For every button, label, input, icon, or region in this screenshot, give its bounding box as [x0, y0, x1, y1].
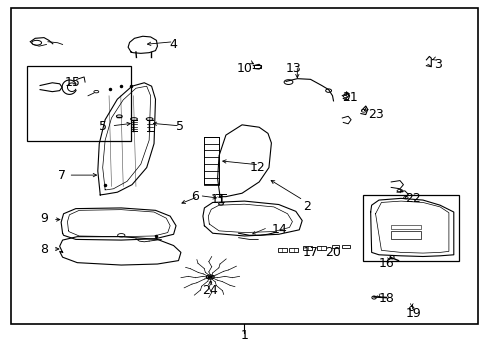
- Text: 7: 7: [58, 168, 65, 181]
- Text: 9: 9: [40, 212, 48, 225]
- Bar: [277, 248, 286, 252]
- Bar: [362, 195, 458, 261]
- Bar: [27, 66, 131, 141]
- Text: 16: 16: [378, 257, 393, 270]
- Text: 10: 10: [236, 62, 252, 75]
- Text: 5: 5: [99, 120, 106, 133]
- Text: 12: 12: [249, 161, 264, 174]
- Text: 23: 23: [367, 108, 383, 121]
- Bar: [390, 225, 420, 229]
- Text: 6: 6: [190, 190, 198, 203]
- Text: 1: 1: [240, 329, 248, 342]
- Text: 15: 15: [64, 76, 80, 89]
- Text: 19: 19: [405, 307, 420, 320]
- Text: 4: 4: [169, 38, 177, 51]
- Bar: [253, 65, 261, 68]
- Text: 21: 21: [341, 91, 357, 104]
- Bar: [342, 244, 349, 248]
- Text: 8: 8: [40, 243, 48, 256]
- Text: 14: 14: [271, 223, 286, 236]
- Text: 3: 3: [433, 58, 441, 72]
- Text: 24: 24: [202, 284, 218, 297]
- Text: 17: 17: [302, 246, 318, 259]
- Text: 18: 18: [378, 292, 394, 305]
- Text: 22: 22: [404, 192, 420, 205]
- Text: 13: 13: [285, 62, 301, 75]
- Text: 2: 2: [303, 201, 310, 213]
- Text: 5: 5: [176, 120, 183, 133]
- Bar: [289, 248, 298, 252]
- Bar: [303, 246, 311, 250]
- Bar: [331, 244, 339, 248]
- Text: 11: 11: [210, 193, 225, 206]
- Bar: [390, 231, 420, 239]
- Bar: [316, 246, 325, 250]
- Text: 20: 20: [325, 246, 341, 259]
